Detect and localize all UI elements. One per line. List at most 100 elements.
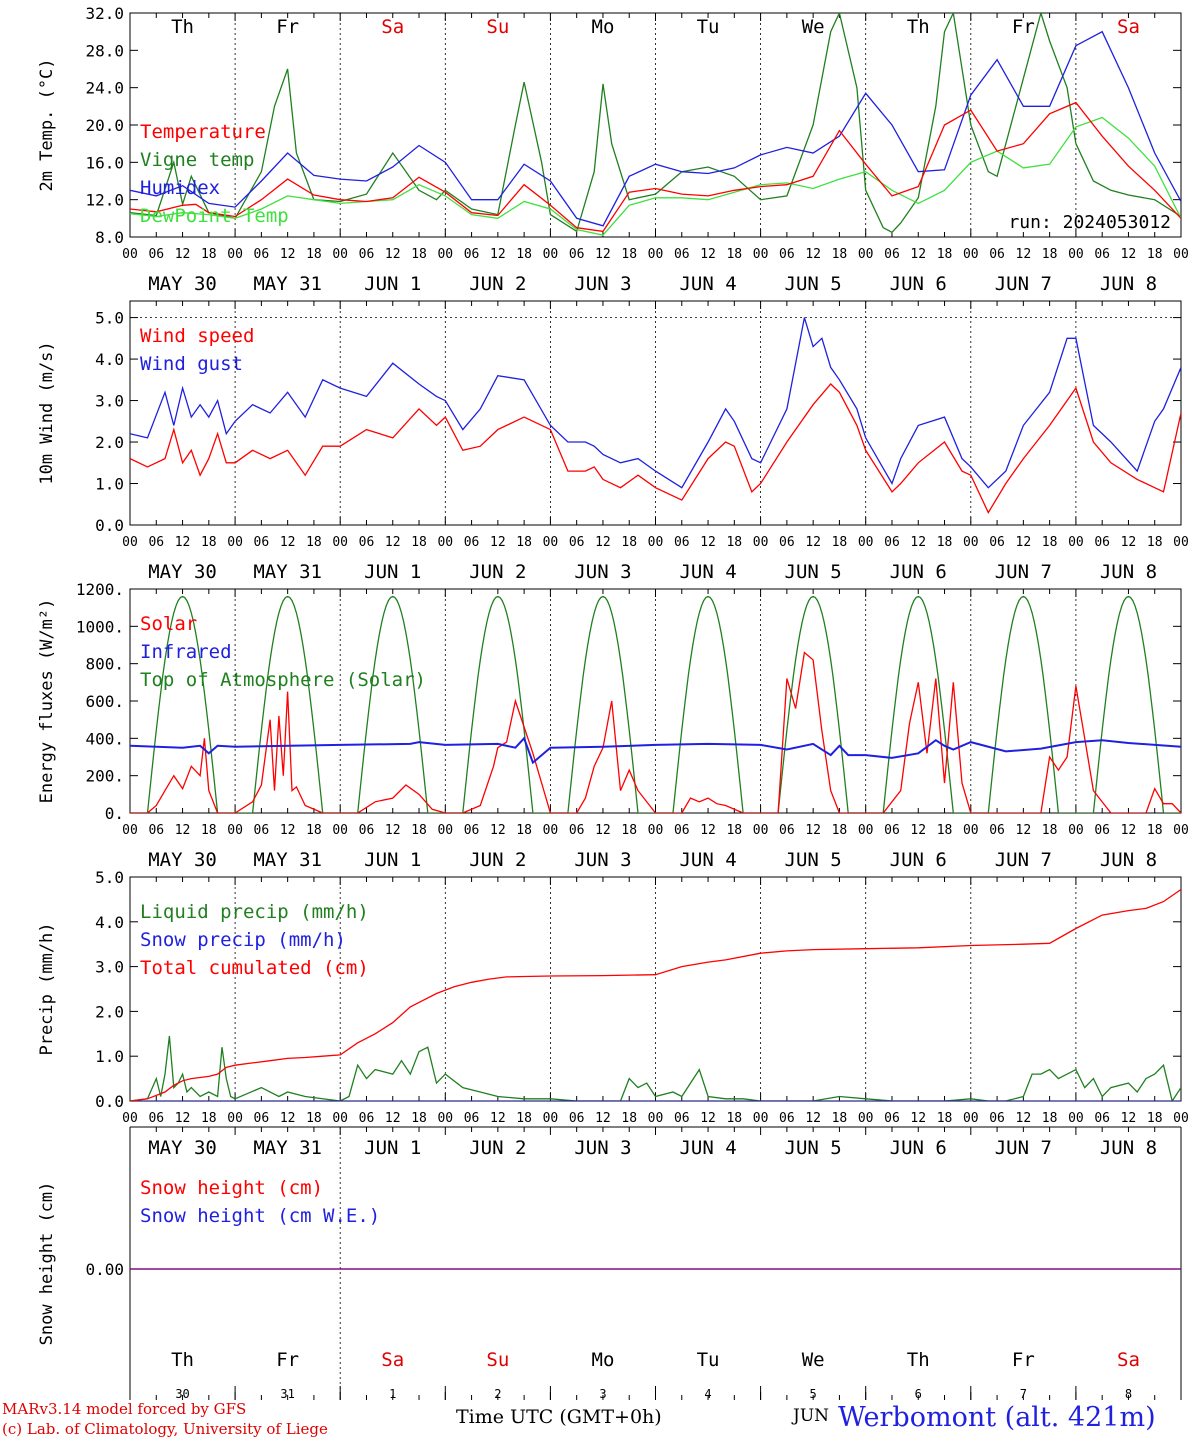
hour-tick-label: 12 [700,535,716,550]
date-label: JUN 5 [785,1137,842,1159]
hour-tick-label: 06 [779,823,795,838]
legend-entry: Snow height (cm W.E.) [140,1205,380,1227]
y-axis-title: 2m Temp. (°C) [37,58,57,191]
panel-5 [129,1126,1182,1400]
hour-tick-label: 12 [805,535,821,550]
series-line-dewpoint-temp [130,116,1181,236]
hour-tick-label: 18 [516,535,532,550]
hour-tick-label: 00 [963,1111,979,1126]
hour-tick-label: 18 [937,535,953,550]
hour-tick-label: 06 [779,247,795,262]
date-label: JUN 2 [469,1137,526,1159]
hour-tick-label: 18 [306,247,322,262]
date-label: JUN 2 [469,561,526,583]
hour-tick-label: 18 [516,823,532,838]
y-tick-label: 4.0 [95,913,124,932]
hour-tick-label: 12 [910,1111,926,1126]
hour-tick-label: 06 [254,823,270,838]
day-number-label: 8 [1125,1387,1132,1400]
hour-tick-label: 06 [148,247,164,262]
date-label: MAY 30 [148,273,217,295]
hour-tick-label: 00 [122,247,138,262]
hour-tick-label: 18 [516,247,532,262]
panel-3 [129,588,1182,814]
hour-tick-label: 12 [175,247,191,262]
month-label: JUN [793,1406,830,1426]
hour-tick-label: 12 [490,1111,506,1126]
date-label: JUN 3 [574,1137,631,1159]
hour-tick-label: 00 [648,1111,664,1126]
series-line-total-cumulated-cm- [130,888,1181,1101]
hour-tick-label: 18 [411,823,427,838]
hour-tick-label: 18 [937,247,953,262]
credit-lab: (c) Lab. of Climatology, University of L… [2,1420,328,1438]
hour-tick-label: 06 [569,247,585,262]
hour-tick-label: 18 [516,1111,532,1126]
y-tick-label: 1000. [76,617,124,636]
hour-tick-label: 12 [910,247,926,262]
hour-tick-label: 00 [437,823,453,838]
hour-tick-label: 00 [543,535,559,550]
panel-4 [129,876,1182,1102]
hour-tick-label: 00 [753,1111,769,1126]
hour-tick-label: 06 [464,1111,480,1126]
date-label: JUN 6 [890,561,947,583]
hour-tick-label: 06 [254,247,270,262]
hour-tick-label: 06 [359,823,375,838]
hour-tick-label: 06 [569,823,585,838]
hour-tick-label: 18 [621,1111,637,1126]
hour-tick-label: 12 [805,823,821,838]
day-number-label: 4 [704,1387,711,1400]
hour-tick-label: 12 [280,535,296,550]
hour-tick-label: 00 [227,247,243,262]
legend-entry: Infrared [140,641,232,663]
hour-tick-label: 00 [122,1111,138,1126]
hour-tick-label: 00 [753,247,769,262]
y-axis-title: 10m Wind (m/s) [37,341,57,484]
hour-tick-label: 00 [437,535,453,550]
hour-tick-label: 00 [1173,535,1189,550]
hour-tick-label: 06 [884,535,900,550]
hour-tick-label: 06 [464,535,480,550]
series-line-humidex [130,30,1181,227]
weekday-label: Mo [592,1349,615,1371]
hour-tick-label: 18 [1042,823,1058,838]
hour-tick-label: 00 [437,1111,453,1126]
hour-tick-label: 12 [385,247,401,262]
hour-tick-label: 00 [543,247,559,262]
date-label: JUN 3 [574,561,631,583]
date-label: JUN 4 [679,1137,736,1159]
date-label: JUN 8 [1100,273,1157,295]
hour-tick-label: 06 [884,823,900,838]
hour-tick-label: 18 [1042,247,1058,262]
hour-tick-label: 00 [648,535,664,550]
hour-tick-label: 12 [175,535,191,550]
hour-tick-label: 00 [227,823,243,838]
hour-tick-label: 00 [227,535,243,550]
time-axis-label: Time UTC (GMT+0h) [456,1406,662,1428]
y-tick-label: 24.0 [85,79,124,98]
date-label: JUN 4 [679,561,736,583]
hour-tick-label: 18 [201,823,217,838]
y-axis-title: Energy fluxes (W/m²) [37,599,57,804]
hour-tick-label: 06 [779,535,795,550]
hour-tick-label: 12 [490,535,506,550]
weekday-label: Fr [276,16,299,38]
hour-tick-label: 18 [832,1111,848,1126]
hour-tick-label: 00 [1173,247,1189,262]
hour-tick-label: 18 [726,247,742,262]
hour-tick-label: 18 [306,1111,322,1126]
hour-tick-label: 18 [1042,535,1058,550]
hour-tick-label: 00 [332,247,348,262]
y-tick-label: 12.0 [85,191,124,210]
hour-tick-label: 00 [1173,1111,1189,1126]
series-line-wind-gust [130,317,1181,489]
date-label: JUN 6 [890,1137,947,1159]
hour-tick-label: 00 [1068,535,1084,550]
hour-tick-label: 18 [621,247,637,262]
y-tick-label: 0.0 [95,1092,124,1111]
y-tick-label: 800. [85,655,124,674]
date-label: JUN 7 [995,849,1052,871]
hour-tick-label: 18 [201,247,217,262]
hour-tick-label: 06 [674,1111,690,1126]
